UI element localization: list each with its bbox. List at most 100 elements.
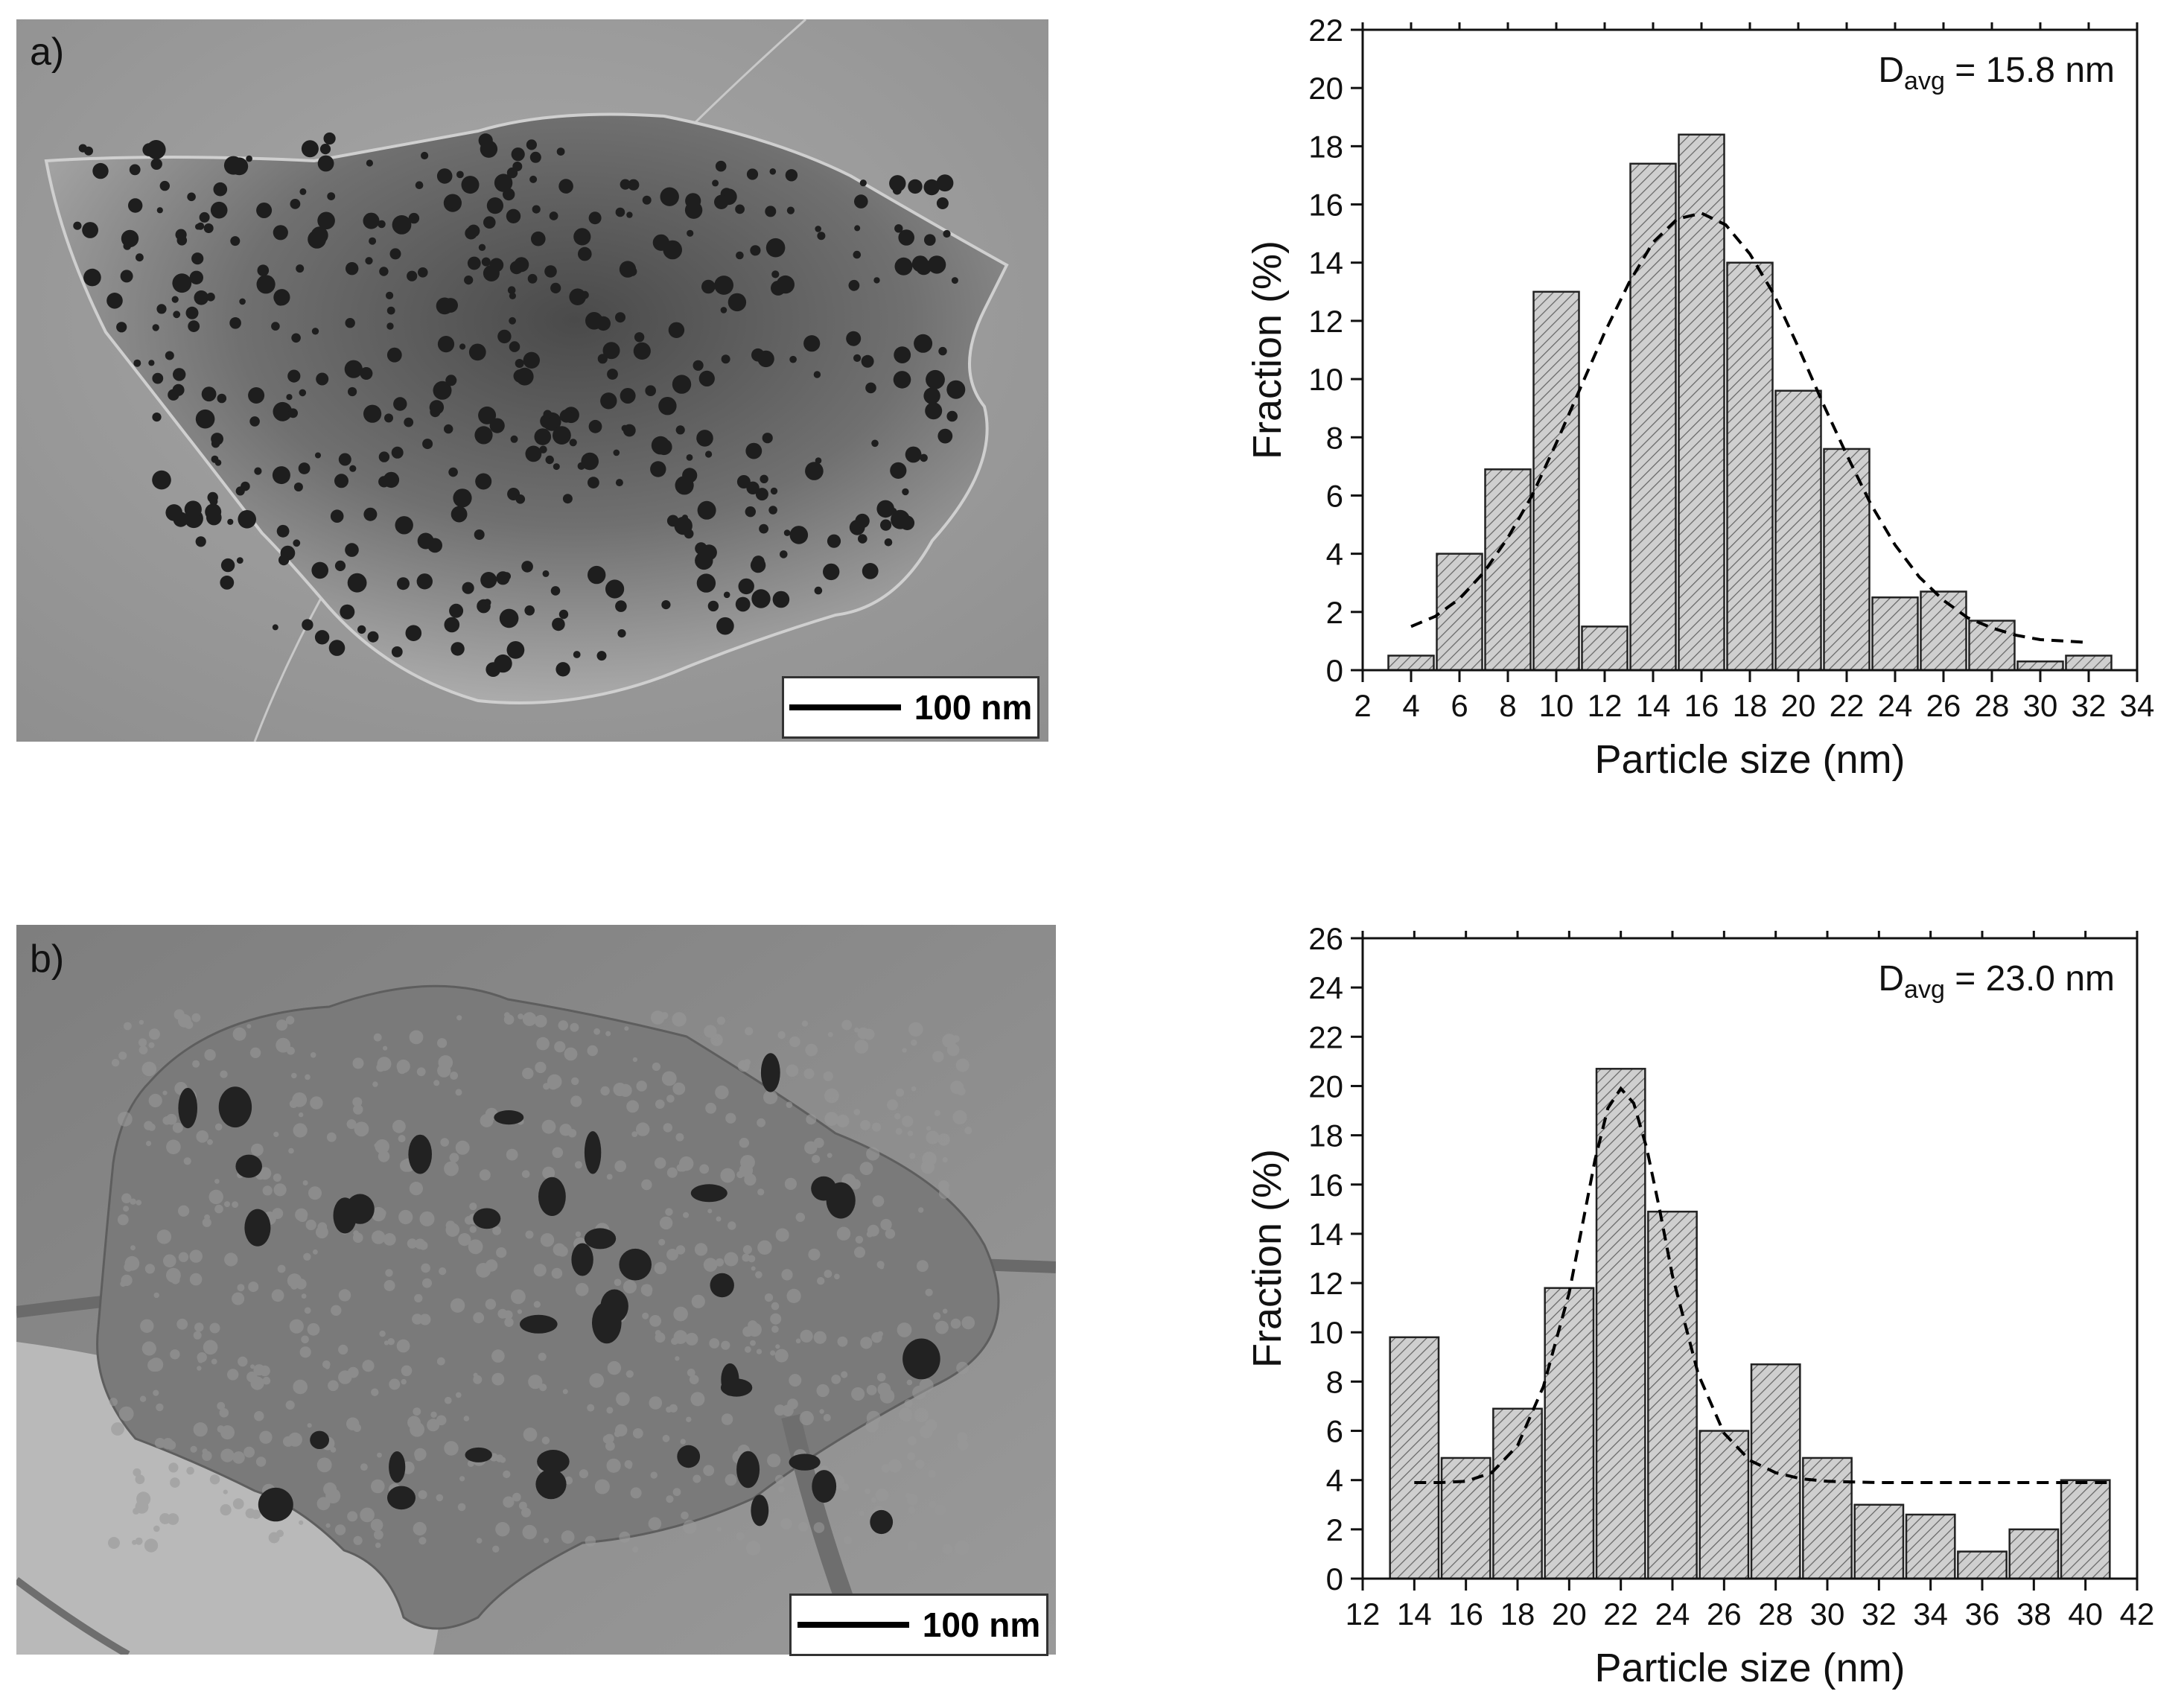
support-texture (118, 1406, 134, 1422)
nanoparticle (290, 199, 301, 209)
panel-label-b: b) (30, 937, 65, 981)
support-texture (170, 1349, 180, 1360)
nanoparticle (768, 506, 777, 515)
nanoparticle (596, 651, 607, 661)
support-texture (551, 1267, 563, 1279)
nanoparticle (861, 354, 874, 368)
support-texture (721, 1413, 733, 1425)
x-tick-label: 12 (1588, 688, 1623, 723)
nanoparticle (535, 1469, 567, 1500)
support-texture (602, 1435, 611, 1444)
average-diameter-annotation: Davg = 23.0 nm (1878, 959, 2115, 1004)
nanoparticle (584, 1228, 617, 1249)
support-texture (607, 1360, 622, 1375)
support-texture (202, 1217, 211, 1227)
support-texture (504, 1317, 514, 1327)
support-texture (303, 1252, 311, 1261)
support-texture (346, 1119, 357, 1130)
nanoparticle (615, 312, 625, 323)
nanoparticle (626, 211, 633, 218)
nanoparticle (194, 290, 209, 305)
support-texture (189, 1249, 203, 1263)
support-texture (207, 1139, 213, 1145)
nanoparticle (571, 1243, 593, 1276)
support-texture (176, 1318, 188, 1330)
support-texture (401, 1378, 407, 1385)
support-texture (642, 1312, 649, 1319)
histogram-bar (1726, 261, 1774, 672)
nanoparticle (408, 1134, 432, 1174)
support-texture (456, 1015, 462, 1021)
nanoparticle (238, 510, 257, 529)
support-texture (133, 1468, 141, 1477)
x-tick-label: 4 (1402, 688, 1419, 723)
support-texture (224, 1201, 230, 1208)
nanoparticle (853, 354, 862, 362)
support-texture (416, 1067, 426, 1077)
support-texture (307, 1322, 320, 1336)
nanoparticle (256, 275, 276, 294)
nanoparticle (513, 369, 527, 383)
nanoparticle (573, 228, 591, 246)
nanoparticle (923, 179, 940, 196)
support-texture (837, 1336, 848, 1347)
support-texture (926, 1130, 940, 1145)
support-texture (666, 1407, 672, 1413)
support-texture (786, 1064, 799, 1077)
support-texture (683, 1520, 697, 1534)
support-texture (407, 1238, 418, 1249)
histogram-bar (1678, 133, 1725, 672)
support-texture (911, 1086, 917, 1092)
support-texture (322, 1360, 331, 1369)
support-texture (888, 1459, 902, 1473)
y-tick-label: 0 (1326, 653, 1343, 688)
nanoparticle (750, 245, 761, 256)
nanoparticle (853, 250, 862, 259)
nanoparticle (286, 394, 293, 401)
nanoparticle (229, 317, 241, 329)
nanoparticle (271, 322, 280, 331)
support-texture (955, 1540, 970, 1556)
support-texture (316, 1497, 331, 1511)
support-texture (594, 1479, 610, 1494)
support-texture (463, 1416, 470, 1422)
support-texture (905, 1493, 911, 1499)
support-texture (952, 1110, 967, 1124)
support-texture (570, 1022, 579, 1032)
nanoparticle (628, 179, 640, 191)
support-texture (109, 1398, 118, 1407)
nanoparticle (705, 451, 713, 458)
support-texture (836, 1226, 851, 1241)
support-texture (641, 1179, 652, 1191)
support-texture (685, 1332, 698, 1346)
support-texture (372, 1230, 386, 1244)
nanoparticle (558, 609, 569, 620)
nanoparticle (83, 268, 101, 287)
support-texture (908, 1506, 916, 1514)
nanoparticle (620, 179, 631, 190)
support-texture (414, 1293, 423, 1303)
support-texture (223, 1489, 228, 1494)
x-tick-label: 26 (1707, 1596, 1742, 1631)
support-texture (436, 1494, 444, 1502)
support-texture (841, 1019, 853, 1031)
support-texture (373, 1033, 382, 1042)
nanoparticle (902, 1338, 940, 1380)
nanoparticle (785, 169, 798, 182)
support-texture (376, 1063, 386, 1072)
support-texture (853, 1109, 861, 1115)
nanoparticle (620, 388, 636, 404)
nanoparticle (815, 457, 822, 464)
nanoparticle (211, 439, 220, 448)
support-texture (375, 1542, 381, 1548)
nanoparticle (185, 306, 199, 319)
support-texture (666, 1167, 678, 1178)
support-texture (851, 1387, 865, 1401)
nanoparticle (735, 204, 745, 214)
support-texture (232, 1201, 238, 1209)
nanoparticle (876, 500, 894, 518)
nanoparticle (451, 642, 465, 656)
nanoparticle (317, 155, 334, 172)
support-texture (606, 1174, 613, 1180)
nanoparticle (236, 557, 243, 564)
